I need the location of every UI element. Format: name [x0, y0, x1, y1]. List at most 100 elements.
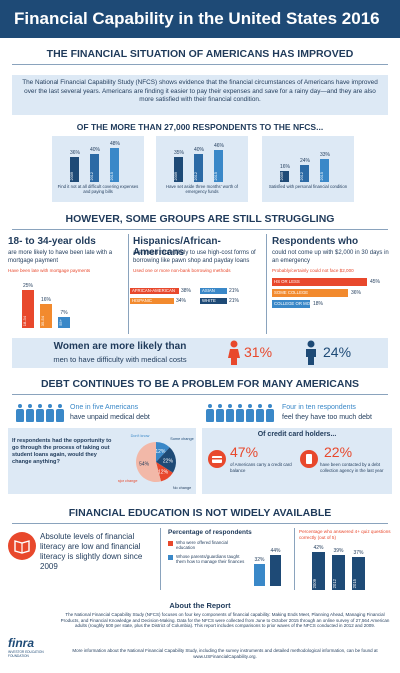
debt-collection-text: have been contacted by a debt collection… [320, 462, 384, 473]
person-body [266, 408, 274, 422]
col1-sub: are more likely to have been late with a… [8, 250, 113, 264]
medical-debt-text-2: have unpaid medical debt [70, 414, 150, 421]
debt-collection-value: 22% [324, 444, 353, 460]
stat-bar: 2009 [70, 157, 79, 182]
stat-card-caption: Find it not at all difficult covering ex… [57, 184, 139, 194]
credit-card-icon [208, 450, 226, 473]
too-much-debt-text-2: feel they have too much debt [282, 414, 372, 421]
age-bar-value: 7% [60, 310, 68, 316]
col1-note: Have been late with mortgage payments [8, 268, 91, 273]
quiz-bar-year: 2012 [332, 578, 337, 588]
emergency-value: 18% [313, 301, 324, 307]
stat-bar-year: 2012 [90, 171, 94, 180]
person-icon [16, 404, 24, 422]
person-body [26, 408, 34, 422]
person-head [228, 404, 232, 408]
section1-title: THE FINANCIAL SITUATION OF AMERICANS HAS… [46, 48, 354, 60]
person-icon [226, 404, 234, 422]
age-bar-label: 55+ [58, 319, 63, 326]
stat-bar-year: 2009 [174, 171, 178, 180]
stat-bar-value: 35% [173, 150, 184, 156]
person-head [18, 404, 22, 408]
stat-bar: 2009 [174, 157, 183, 182]
pie-slice-value: 22% [163, 458, 174, 464]
stat-bar-year: 2009 [70, 171, 74, 180]
stat-card: 2009 16% 2012 24% 2015 33% Satisfied with pers… [262, 136, 354, 202]
stat-bar: 2015 [214, 150, 223, 182]
person-head [48, 404, 52, 408]
legend-swatch [168, 554, 173, 560]
pie-slice [156, 462, 173, 482]
divider [294, 528, 295, 590]
person-icon [206, 404, 214, 422]
intro-text: The National Financial Capability Study … [12, 75, 388, 115]
borrowing-value: 38% [181, 288, 192, 294]
stat-bar-year: 2015 [214, 171, 218, 180]
phone-icon [300, 450, 318, 473]
person-body [256, 408, 264, 422]
person-head [218, 404, 222, 408]
quiz-bar: 2015 [352, 557, 365, 590]
emergency-bar: COLLEGE OR MORE [272, 300, 310, 308]
age-bar: 55+ [58, 317, 70, 328]
person-head [248, 404, 252, 408]
person-icon [246, 404, 254, 422]
section3-title: DEBT CONTINUES TO BE A PROBLEM FOR MANY … [40, 378, 360, 390]
legend-label: Whose parents/guardians taught them how … [176, 553, 245, 565]
person-head [38, 404, 42, 408]
divider [160, 528, 161, 590]
borrowing-bar: HISPANIC [130, 298, 174, 304]
finra-logo: finra INVESTOR EDUCATION FOUNDATION [8, 636, 56, 658]
student-loan-card: If respondents had the opportunity to go… [8, 428, 196, 494]
stat-card-caption: Satisfied with personal financial condit… [268, 184, 348, 189]
about-footer: More information about the National Fina… [72, 648, 378, 659]
about-title: About the Report [169, 601, 231, 610]
divider [266, 234, 267, 334]
person-icon [256, 404, 264, 422]
divider [12, 523, 388, 524]
pie-slice-value: 12% [158, 470, 169, 476]
finra-logo-text: finra [8, 636, 35, 650]
too-much-debt-text-1: Four in ten respondents [282, 404, 356, 411]
borrowing-value: 21% [229, 298, 240, 304]
divider [12, 229, 388, 230]
borrowing-bar: AFRICAN-AMERICAN [130, 288, 179, 294]
edu-middle-title: Percentage of respondents [168, 529, 252, 536]
col1-head: 18- to 34-year olds [8, 236, 96, 247]
pie-slice [156, 442, 170, 462]
stat-bar: 2012 [194, 154, 203, 182]
stat-bar-year: 2009 [280, 171, 284, 180]
pie-slice-label: No change [173, 486, 191, 490]
stat-bar: 2009 [280, 171, 289, 182]
person-icon [266, 404, 274, 422]
stat-bar: 2015 [320, 159, 329, 182]
divider [12, 64, 388, 65]
person-icon [216, 404, 224, 422]
credit-card-card: Of credit card holders... 47% of America… [202, 428, 392, 494]
stat-card: 2009 35% 2012 40% 2015 46% Have set aside thre… [156, 136, 248, 202]
stat-bar-value: 16% [279, 164, 290, 170]
men-value: 24% [323, 344, 352, 360]
student-loan-text: If respondents had the opportunity to go… [12, 438, 112, 465]
person-body [16, 408, 24, 422]
person-body [46, 408, 54, 422]
person-head [208, 404, 212, 408]
women-value: 31% [244, 344, 273, 360]
page-title: Financial Capability in the United State… [0, 0, 400, 38]
stat-bar-year: 2015 [110, 171, 114, 180]
stat-bar: 2012 [90, 154, 99, 182]
pie-slice-label: Major change [118, 479, 138, 483]
borrowing-value: 34% [176, 298, 187, 304]
stat-bar: 2015 [110, 148, 119, 182]
stat-bar-value: 24% [299, 158, 310, 164]
stat-bar-year: 2015 [320, 171, 324, 180]
stat-bar-value: 48% [109, 141, 120, 147]
stat-bar-value: 33% [319, 152, 330, 158]
emergency-bar: HS OR LESS [272, 278, 367, 286]
female-icon [227, 340, 241, 371]
emergency-bar: SOME COLLEGE [272, 289, 348, 297]
section2-title: HOWEVER, SOME GROUPS ARE STILL STRUGGLIN… [65, 213, 335, 225]
borrowing-value: 21% [229, 288, 240, 294]
people-icons-left [16, 404, 64, 422]
pie-slice [136, 442, 161, 482]
